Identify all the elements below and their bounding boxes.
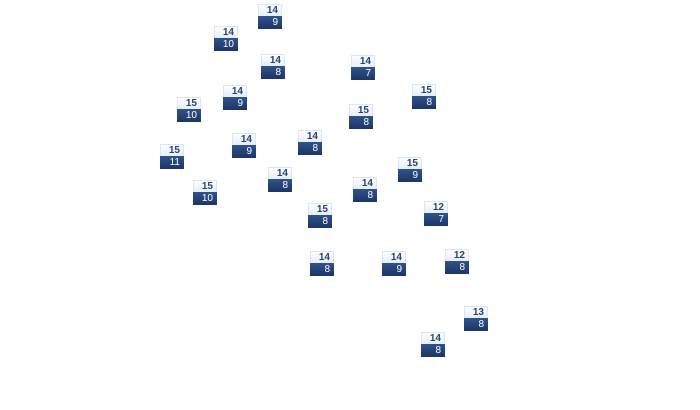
marker-top-value: 14 xyxy=(214,26,238,38)
marker-top-value: 15 xyxy=(308,203,332,215)
marker-bottom-value: 8 xyxy=(298,142,322,155)
marker-top-value: 14 xyxy=(298,130,322,142)
map-marker-label[interactable]: 14 10 xyxy=(214,26,238,51)
marker-top-value: 15 xyxy=(160,144,184,156)
marker-top-value: 12 xyxy=(424,201,448,213)
marker-bottom-value: 8 xyxy=(268,179,292,192)
marker-bottom-value: 8 xyxy=(445,261,469,274)
marker-bottom-value: 9 xyxy=(223,97,247,110)
marker-bottom-value: 8 xyxy=(261,66,285,79)
map-marker-label[interactable]: 14 8 xyxy=(261,54,285,79)
marker-top-value: 14 xyxy=(310,251,334,263)
map-marker-label[interactable]: 14 9 xyxy=(223,85,247,110)
map-marker-label[interactable]: 14 8 xyxy=(353,177,377,202)
map-marker-label[interactable]: 15 8 xyxy=(308,203,332,228)
map-marker-label[interactable]: 15 8 xyxy=(349,104,373,129)
marker-top-value: 14 xyxy=(421,332,445,344)
map-marker-label[interactable]: 15 10 xyxy=(193,180,217,205)
map-marker-label[interactable]: 14 9 xyxy=(232,133,256,158)
marker-top-value: 14 xyxy=(353,177,377,189)
map-marker-label[interactable]: 15 11 xyxy=(160,144,184,169)
marker-bottom-value: 8 xyxy=(310,263,334,276)
map-marker-label[interactable]: 14 8 xyxy=(268,167,292,192)
map-marker-label[interactable]: 14 8 xyxy=(310,251,334,276)
map-marker-label[interactable]: 14 9 xyxy=(382,251,406,276)
marker-bottom-value: 10 xyxy=(214,38,238,51)
map-marker-label[interactable]: 15 10 xyxy=(177,97,201,122)
marker-top-value: 14 xyxy=(223,85,247,97)
marker-bottom-value: 7 xyxy=(424,213,448,226)
map-marker-label[interactable]: 12 7 xyxy=(424,201,448,226)
marker-top-value: 12 xyxy=(445,249,469,261)
marker-bottom-value: 8 xyxy=(421,344,445,357)
marker-bottom-value: 8 xyxy=(349,116,373,129)
map-marker-label[interactable]: 15 8 xyxy=(412,84,436,109)
marker-bottom-value: 9 xyxy=(258,16,282,29)
marker-bottom-value: 8 xyxy=(308,215,332,228)
map-marker-label[interactable]: 14 8 xyxy=(421,332,445,357)
marker-top-value: 15 xyxy=(412,84,436,96)
marker-bottom-value: 9 xyxy=(232,145,256,158)
marker-top-value: 15 xyxy=(177,97,201,109)
marker-top-value: 15 xyxy=(349,104,373,116)
marker-bottom-value: 8 xyxy=(412,96,436,109)
marker-bottom-value: 7 xyxy=(351,67,375,80)
marker-top-value: 14 xyxy=(268,167,292,179)
marker-bottom-value: 9 xyxy=(382,263,406,276)
map-marker-label[interactable]: 14 9 xyxy=(258,4,282,29)
marker-top-value: 13 xyxy=(464,306,488,318)
marker-top-value: 14 xyxy=(351,55,375,67)
marker-bottom-value: 8 xyxy=(464,318,488,331)
marker-top-value: 14 xyxy=(258,4,282,16)
marker-bottom-value: 11 xyxy=(160,156,184,169)
map-marker-label[interactable]: 13 8 xyxy=(464,306,488,331)
map-marker-label[interactable]: 14 7 xyxy=(351,55,375,80)
marker-top-value: 15 xyxy=(193,180,217,192)
marker-bottom-value: 9 xyxy=(398,169,422,182)
marker-bottom-value: 8 xyxy=(353,189,377,202)
marker-bottom-value: 10 xyxy=(193,192,217,205)
marker-bottom-value: 10 xyxy=(177,109,201,122)
map-marker-label[interactable]: 14 8 xyxy=(298,130,322,155)
marker-top-value: 15 xyxy=(398,157,422,169)
marker-top-value: 14 xyxy=(382,251,406,263)
map-marker-label[interactable]: 15 9 xyxy=(398,157,422,182)
marker-top-value: 14 xyxy=(261,54,285,66)
map-marker-label[interactable]: 12 8 xyxy=(445,249,469,274)
marker-top-value: 14 xyxy=(232,133,256,145)
